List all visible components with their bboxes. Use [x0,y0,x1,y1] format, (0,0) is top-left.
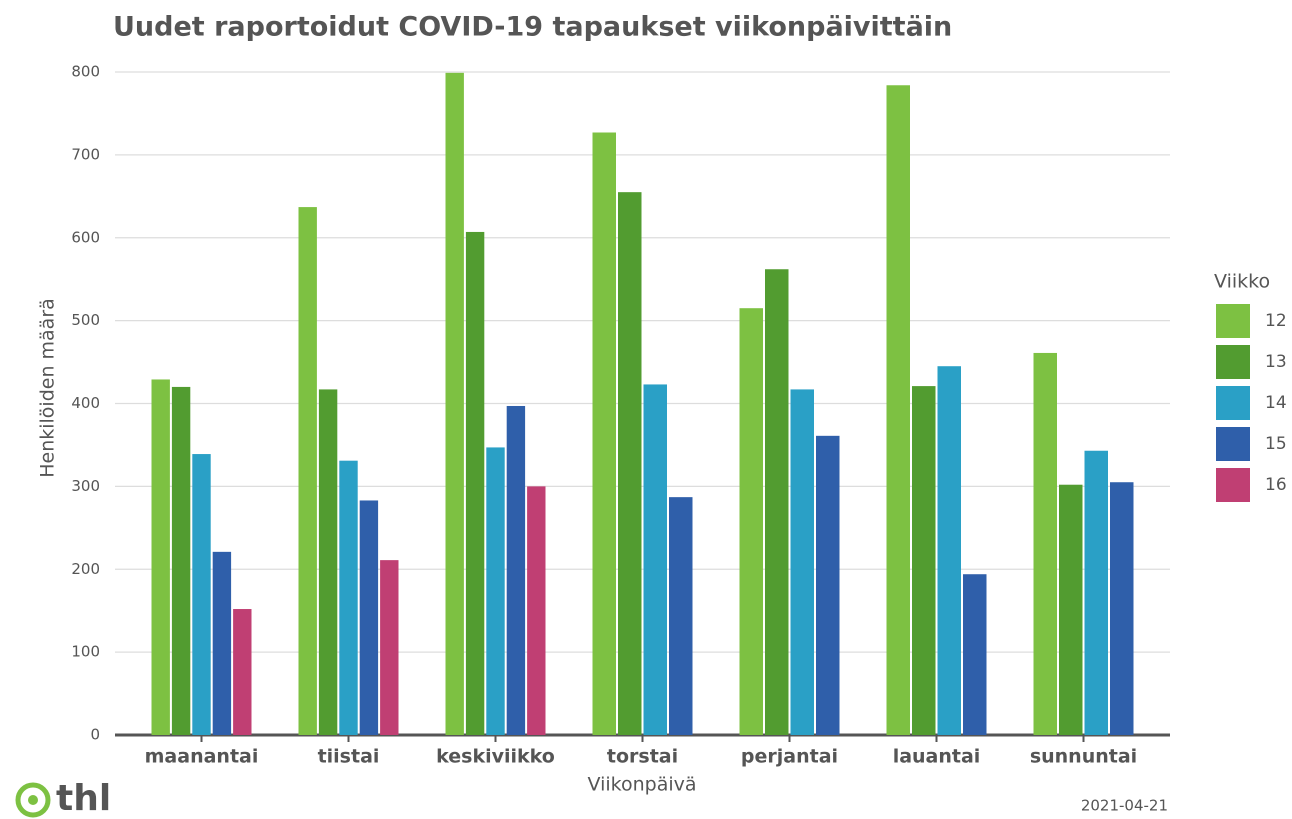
bar [618,192,642,735]
y-tick-label: 600 [71,228,100,246]
bar [380,560,399,735]
legend-swatch [1216,304,1250,338]
x-tick-label: torstai [607,746,678,768]
bar [298,207,317,735]
y-tick-label: 500 [71,311,100,329]
bar [151,379,170,735]
bar [592,132,616,735]
bar [192,454,211,735]
legend-swatch [1216,386,1250,420]
legend-swatch [1216,427,1250,461]
x-tick-label: perjantai [741,746,838,768]
y-tick-label: 300 [71,477,100,495]
y-tick-label: 100 [71,643,100,661]
x-tick-label: sunnuntai [1030,746,1137,768]
logo-text: thl [56,778,111,819]
chart-title: Uudet raportoidut COVID-19 tapaukset vii… [113,12,952,43]
y-tick-label: 0 [90,726,100,744]
bar [527,486,546,735]
bar [445,72,464,736]
legend-label: 12 [1265,311,1287,331]
legend-swatch [1216,468,1250,502]
bar [486,447,505,735]
x-tick-label: keskiviikko [436,746,555,768]
y-tick-label: 800 [71,63,100,81]
bar [1084,450,1108,735]
bar [318,389,338,735]
bar [790,389,814,735]
legend-label: 15 [1265,434,1287,454]
bar [1059,484,1083,735]
bar [816,435,840,735]
bar [339,460,358,735]
bar [233,609,252,735]
legend-title: Viikko [1214,271,1270,293]
x-tick-label: lauantai [893,746,981,768]
bar [1033,352,1057,735]
y-tick-label: 700 [71,145,100,163]
bar [506,405,526,735]
bar [739,308,763,735]
legend-swatch [1216,345,1250,379]
bar [963,574,987,735]
bar [937,366,961,735]
bar [212,551,232,735]
y-tick-label: 200 [71,560,100,578]
x-tick-label: tiistai [318,746,380,768]
legend-label: 14 [1265,393,1287,413]
x-axis-label: Viikonpäivä [588,774,697,796]
legend-label: 16 [1265,475,1287,495]
bar [359,500,379,735]
bar [886,85,910,735]
bar [1110,482,1134,735]
y-axis-label: Henkilöiden määrä [37,298,59,478]
bar [643,384,667,735]
bar [465,231,485,736]
x-tick-label: maanantai [145,746,259,768]
legend-label: 13 [1265,352,1287,372]
bar [669,497,693,735]
bar [171,386,191,735]
date: 2021-04-21 [1081,797,1168,815]
bar [912,386,936,735]
logo-icon [15,782,51,818]
y-tick-label: 400 [71,394,100,412]
bar [765,269,789,735]
